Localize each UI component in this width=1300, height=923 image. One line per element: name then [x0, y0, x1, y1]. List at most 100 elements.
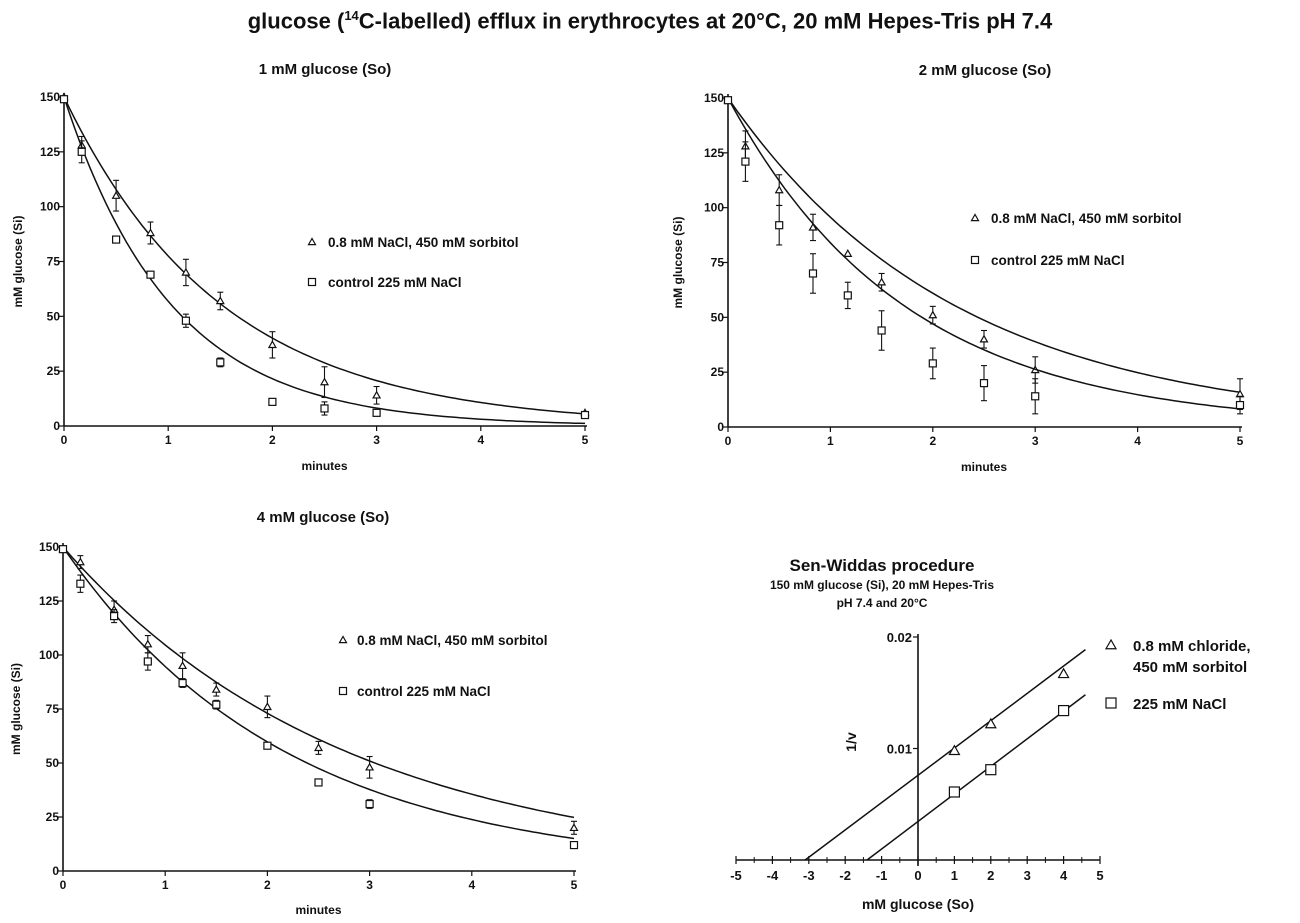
data-point-triangle — [267, 340, 277, 349]
legend-label: 0.8 mM NaCl, 450 mM sorbitol — [328, 235, 519, 250]
y-tick-label: 125 — [40, 145, 60, 159]
data-point-square — [314, 778, 323, 787]
y-tick-label: 125 — [39, 594, 59, 608]
data-point-triangle — [808, 222, 818, 231]
x-tick-label: 4 — [477, 433, 484, 447]
x-tick-label: 5 — [582, 433, 589, 447]
y-tick-label: 75 — [47, 255, 61, 269]
fit-line-triangle — [804, 649, 1086, 861]
data-point-square — [143, 657, 152, 666]
data-point-square — [948, 786, 961, 798]
y-tick-label: 150 — [40, 90, 60, 104]
data-point-square — [741, 157, 750, 166]
x-tick-label: -5 — [730, 868, 742, 883]
data-point-triangle — [262, 702, 272, 711]
series-triangle — [723, 95, 1245, 411]
x-tick-label: 3 — [1032, 434, 1039, 448]
y-tick-label: 50 — [47, 309, 61, 323]
data-point-triangle — [843, 249, 853, 257]
x-tick-label: -4 — [767, 868, 779, 883]
data-point-triangle — [877, 277, 887, 286]
x-tick-label: -1 — [876, 868, 888, 883]
data-point-square — [109, 612, 119, 621]
efflux-chart-1: 1 mM glucose (So)0 1 2 3 4 50255075100125150m… — [11, 61, 590, 473]
legend-marker-square — [338, 686, 348, 696]
y-axis-label: mM glucose (Si) — [11, 215, 25, 307]
legend-item-square: 225 mM NaCl — [1105, 696, 1226, 713]
legend-label: control 225 mM NaCl — [357, 684, 491, 699]
data-point-square — [877, 326, 886, 335]
series-triangle — [58, 544, 579, 835]
y-tick-label: 25 — [711, 365, 725, 379]
y-tick-label: 25 — [46, 810, 60, 824]
legend-marker-triangle — [1104, 638, 1118, 650]
data-point-triangle — [75, 557, 85, 566]
data-point-square — [212, 700, 221, 709]
y-tick-label: 75 — [46, 702, 60, 716]
chart-title: 4 mM glucose (So) — [257, 509, 390, 526]
data-point-triangle — [979, 334, 989, 343]
x-tick-label: 2 — [264, 878, 271, 892]
data-point-square — [77, 147, 86, 156]
x-tick-label: 1 — [162, 878, 169, 892]
y-tick-label: 0.02 — [887, 630, 912, 645]
chart-subtitle-line: pH 7.4 and 20°C — [837, 596, 928, 610]
data-point-square — [843, 291, 852, 300]
data-point-triangle — [984, 717, 997, 729]
legend-label: 0.8 mM chloride, — [1133, 638, 1251, 655]
y-tick-label: 25 — [47, 364, 61, 378]
figure-title-superscript: 14 — [344, 8, 359, 23]
data-point-square — [928, 359, 937, 368]
x-tick-label: 1 — [827, 434, 834, 448]
x-tick-label: -3 — [803, 868, 815, 883]
figure-title: glucose (14C-labelled) efflux in erythro… — [0, 8, 1300, 34]
data-point-triangle — [181, 267, 191, 276]
chart-title: 2 mM glucose (So) — [919, 62, 1052, 79]
x-tick-label: 5 — [1237, 434, 1244, 448]
y-tick-label: 0 — [53, 419, 60, 433]
data-point-square — [569, 840, 579, 850]
series-square — [58, 545, 579, 850]
x-tick-label: 3 — [366, 878, 373, 892]
fit-curve-triangle — [727, 97, 1241, 394]
legend-marker-triangle — [970, 213, 980, 222]
data-point-square — [178, 678, 187, 688]
x-tick-label: 5 — [571, 878, 578, 892]
x-tick-label: 2 — [269, 433, 276, 447]
x-tick-label: 0 — [60, 878, 67, 892]
data-point-square — [1031, 392, 1040, 401]
data-point-triangle — [215, 296, 225, 305]
fit-curve-square — [727, 97, 1241, 410]
legend-label: control 225 mM NaCl — [328, 275, 462, 290]
data-point-square — [723, 96, 733, 105]
data-point-triangle — [313, 743, 324, 752]
legend-label: 450 mM sorbitol — [1133, 659, 1247, 676]
series-square — [866, 694, 1086, 861]
y-tick-label: 75 — [711, 256, 725, 270]
data-point-triangle — [928, 310, 938, 319]
x-axis-label: mM glucose (So) — [862, 896, 974, 912]
series-triangle — [59, 92, 590, 417]
x-axis-label: minutes — [301, 459, 347, 473]
legend-item-triangle: 0.8 mM NaCl, 450 mM sorbitol — [307, 235, 519, 250]
x-tick-label: 4 — [1134, 434, 1141, 448]
data-point-triangle — [365, 762, 375, 771]
x-tick-label: 0 — [725, 434, 732, 448]
x-tick-label: 2 — [987, 868, 994, 883]
data-point-triangle — [774, 185, 784, 194]
fit-curve-square — [62, 546, 575, 840]
data-point-square — [580, 410, 590, 420]
x-tick-label: 3 — [1024, 868, 1031, 883]
data-point-square — [1235, 400, 1245, 410]
efflux-chart-3: 4 mM glucose (So)0 1 2 3 4 50255075100125150m… — [9, 509, 579, 917]
data-point-square — [808, 269, 818, 278]
x-tick-label: 1 — [951, 868, 958, 883]
y-tick-label: 150 — [704, 91, 724, 105]
legend-marker-square — [307, 277, 317, 287]
legend-marker-triangle — [307, 237, 317, 246]
data-point-square — [181, 316, 191, 325]
data-point-square — [365, 799, 374, 809]
series-triangle — [804, 649, 1086, 861]
data-point-triangle — [1057, 667, 1070, 679]
